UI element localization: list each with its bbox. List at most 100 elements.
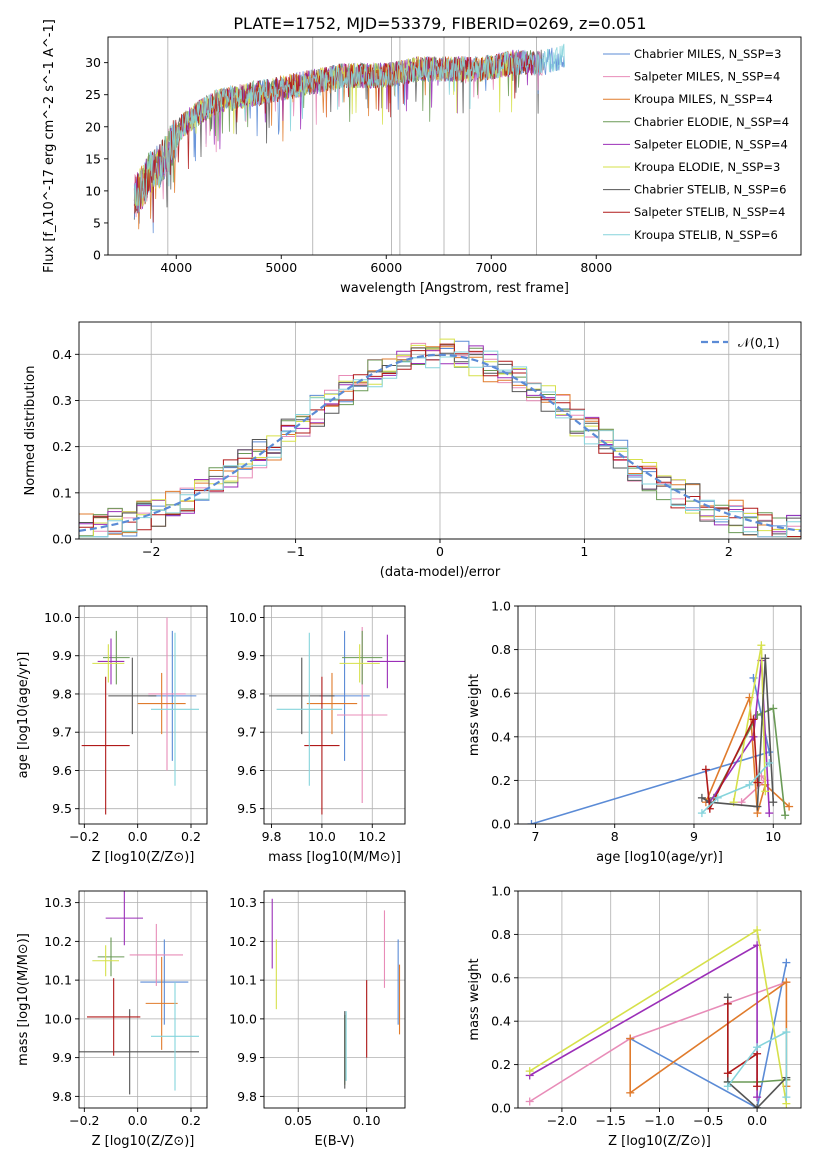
x-tick-label: −1 bbox=[286, 544, 304, 559]
x-axis-label: age [log10(age/yr)] bbox=[596, 850, 723, 865]
mass-vs-extinction-panel: 0.05 0.10 9.8 9.9 10.0 10.1 10.2 10.3 E(B-V) bbox=[229, 890, 406, 1149]
y-tick-label: 10.3 bbox=[44, 895, 72, 910]
axes-frame bbox=[107, 36, 802, 256]
x-tick-label: 9 bbox=[690, 829, 698, 844]
y-tick-label: 0.0 bbox=[491, 817, 511, 832]
x-tick-label: 0.2 bbox=[181, 1113, 201, 1128]
axes-frame bbox=[78, 890, 208, 1109]
y-tick-label: 0.8 bbox=[491, 927, 511, 942]
y-tick-label: 10.3 bbox=[229, 895, 257, 910]
y-tick-label: 10.2 bbox=[229, 934, 257, 949]
y-tick-label: 9.5 bbox=[52, 801, 72, 816]
y-tick-label: 10.0 bbox=[44, 1011, 72, 1026]
y-tick-label: 10.1 bbox=[229, 973, 257, 988]
x-tick-label: 10 bbox=[765, 829, 781, 844]
x-tick-label: −0.2 bbox=[69, 829, 99, 844]
x-axis-label: (data-model)/error bbox=[380, 565, 501, 580]
y-tick-label: 0.6 bbox=[491, 970, 511, 985]
x-tick-label: 0.0 bbox=[128, 1113, 148, 1128]
residuals-histogram-panel: 𝒩(0,1) −2 −1 0 1 2 0.0 0.1 0.2 0.3 0.4 (data-model)… bbox=[23, 321, 802, 580]
x-tick-label: 7 bbox=[531, 829, 539, 844]
x-tick-label: 0.0 bbox=[128, 829, 148, 844]
mass-weight-vs-metallicity-panel: −2.0 −1.5 −1.0 −0.5 0.0 0.0 0.2 0.4 0.6 0.8 1.0 Z [… bbox=[467, 884, 802, 1149]
plot-layer bbox=[271, 898, 401, 1089]
legend-label: Kroupa MILES, N_SSP=4 bbox=[634, 92, 773, 106]
y-tick-label: 9.5 bbox=[237, 801, 257, 816]
x-tick-label: 0.05 bbox=[284, 1113, 312, 1128]
y-tick-label: 10 bbox=[85, 183, 101, 198]
y-tick-label: 0.1 bbox=[52, 485, 72, 500]
weight-line bbox=[705, 716, 759, 812]
plot-layer bbox=[527, 641, 794, 824]
y-tick-label: 10.0 bbox=[44, 610, 72, 625]
legend-label: Chabrier STELIB, N_SSP=6 bbox=[634, 183, 786, 197]
legend-label: Salpeter ELODIE, N_SSP=4 bbox=[634, 137, 788, 151]
y-axis-label: mass [log10(M/M⊙)] bbox=[16, 933, 31, 1066]
y-axis-label: Normed distribution bbox=[23, 366, 38, 496]
x-tick-label: −2 bbox=[142, 544, 160, 559]
x-tick-label: 0.0 bbox=[747, 1113, 767, 1128]
x-tick-label: 0 bbox=[436, 544, 444, 559]
plot-layer bbox=[525, 926, 791, 1108]
y-tick-label: 9.9 bbox=[52, 648, 72, 663]
y-tick-label: 0.4 bbox=[491, 729, 511, 744]
legend-label: Chabrier ELODIE, N_SSP=4 bbox=[634, 115, 789, 129]
legend-label: 𝒩(0,1) bbox=[738, 335, 780, 350]
plot-layer bbox=[79, 338, 801, 538]
plot-area bbox=[264, 891, 405, 1108]
y-tick-label: 0.3 bbox=[52, 393, 72, 408]
y-tick-label: 10.0 bbox=[229, 610, 257, 625]
x-tick-label: −0.2 bbox=[69, 1113, 99, 1128]
y-tick-label: 9.8 bbox=[237, 686, 257, 701]
x-tick-label: 0.10 bbox=[353, 1113, 381, 1128]
axes-frame bbox=[263, 605, 406, 825]
y-tick-label: 0.4 bbox=[491, 1014, 511, 1029]
plot-area bbox=[79, 891, 207, 1108]
y-tick-label: 20 bbox=[85, 119, 101, 134]
spectrum-panel: Chabrier MILES, N_SSP=3 Salpeter MILES, N… bbox=[42, 19, 802, 296]
legend-label: Salpeter MILES, N_SSP=4 bbox=[634, 70, 780, 84]
y-tick-label: 9.9 bbox=[52, 1050, 72, 1065]
x-tick-label: 2 bbox=[725, 544, 733, 559]
x-tick-label: 6000 bbox=[370, 260, 402, 275]
y-tick-label: 9.9 bbox=[237, 648, 257, 663]
axes-frame bbox=[517, 605, 802, 825]
histogram-series bbox=[79, 350, 801, 538]
x-tick-label: 8000 bbox=[580, 260, 612, 275]
x-tick-label: 4000 bbox=[160, 260, 192, 275]
plot-area bbox=[79, 606, 207, 824]
x-axis-label: Z [log10(Z/Z⊙)] bbox=[92, 1134, 195, 1149]
y-tick-label: 9.7 bbox=[52, 725, 72, 740]
y-tick-label: 0.2 bbox=[52, 439, 72, 454]
x-tick-label: 7000 bbox=[475, 260, 507, 275]
y-tick-label: 0.6 bbox=[491, 686, 511, 701]
mass-weight-vs-age-panel: 7 8 9 10 0.0 0.2 0.4 0.6 0.8 1.0 age [log10(age/yr… bbox=[467, 599, 802, 865]
y-tick-label: 10.2 bbox=[44, 934, 72, 949]
x-axis-label: mass [log10(M/M⊙)] bbox=[268, 850, 401, 865]
y-tick-label: 9.8 bbox=[52, 686, 72, 701]
spectrum-line bbox=[133, 43, 565, 212]
y-tick-label: 0.0 bbox=[491, 1101, 511, 1116]
axes-frame bbox=[263, 890, 406, 1109]
y-tick-label: 0.8 bbox=[491, 642, 511, 657]
plot-layer bbox=[81, 617, 199, 815]
x-tick-label: 10.0 bbox=[308, 829, 336, 844]
legend-label: Chabrier MILES, N_SSP=3 bbox=[634, 47, 781, 61]
x-axis-label: Z [log10(Z/Z⊙)] bbox=[608, 1134, 711, 1149]
x-tick-label: 9.8 bbox=[262, 829, 282, 844]
x-tick-label: 8 bbox=[611, 829, 619, 844]
y-tick-label: 9.6 bbox=[237, 763, 257, 778]
x-tick-label: 5000 bbox=[265, 260, 297, 275]
plot-layer bbox=[133, 37, 565, 255]
x-tick-label: −1.0 bbox=[644, 1113, 674, 1128]
weight-line bbox=[727, 1030, 788, 1098]
y-tick-label: 25 bbox=[85, 87, 101, 102]
mass-vs-metallicity-panel: −0.2 0.0 0.2 9.8 9.9 10.0 10.1 10.2 10.3 Z [log10… bbox=[16, 890, 208, 1149]
y-tick-label: 0.2 bbox=[491, 773, 511, 788]
legend-label: Kroupa ELODIE, N_SSP=3 bbox=[634, 160, 780, 174]
legend-label: Salpeter STELIB, N_SSP=4 bbox=[634, 205, 785, 219]
weight-line bbox=[727, 1003, 758, 1087]
y-tick-label: 0.2 bbox=[491, 1057, 511, 1072]
weight-line bbox=[709, 660, 771, 814]
